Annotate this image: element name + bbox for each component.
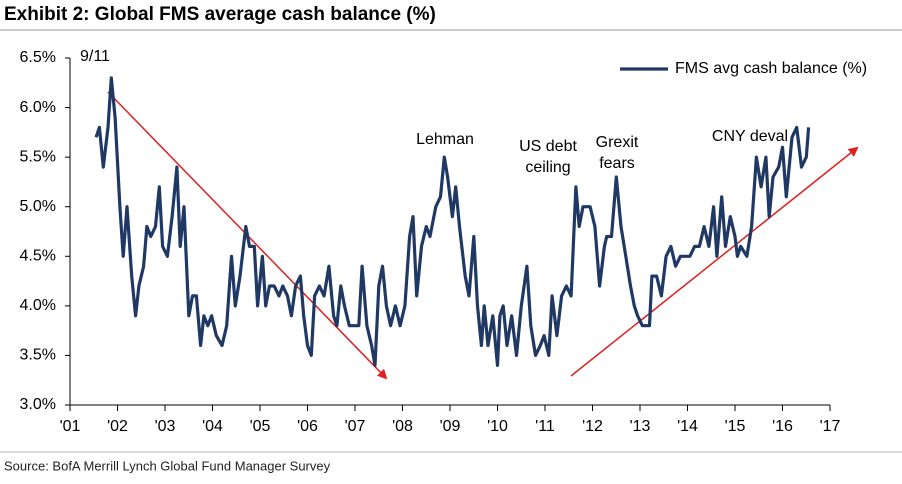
x-tick-label: '17	[820, 418, 841, 435]
source: Source: BofA Merrill Lynch Global Fund M…	[4, 458, 331, 473]
x-tick-label: '09	[440, 418, 461, 435]
y-tick-label: 4.5%	[20, 248, 56, 265]
x-tick-label: '08	[392, 418, 413, 435]
data-line	[94, 76, 811, 367]
x-tick-label: '02	[107, 418, 128, 435]
annotation: Lehman	[416, 131, 474, 148]
y-tick-label: 5.5%	[20, 148, 56, 165]
x-tick-label: '14	[677, 418, 698, 435]
x-tick-label: '05	[250, 418, 271, 435]
x-tick-label: '11	[535, 418, 555, 435]
annotation: ceiling	[525, 159, 570, 176]
annotation: Grexit	[596, 134, 639, 151]
chart-title: Exhibit 2: Global FMS average cash balan…	[4, 4, 436, 25]
x-tick-label: '01	[60, 418, 81, 435]
y-tick-label: 3.5%	[20, 347, 56, 364]
x-tick-label: '03	[155, 418, 176, 435]
x-tick-label: '12	[582, 418, 603, 435]
annotation: US debt	[519, 138, 577, 155]
y-tick-label: 6.5%	[20, 49, 56, 66]
x-tick-label: '16	[772, 418, 793, 435]
x-tick-label: '15	[725, 418, 746, 435]
x-tick-label: '10	[487, 418, 508, 435]
x-tick-label: '06	[297, 418, 318, 435]
annotation: 9/11	[80, 48, 110, 65]
y-tick-label: 3.0%	[20, 396, 56, 413]
x-tick-label: '13	[630, 418, 651, 435]
x-tick-label: '04	[202, 418, 223, 435]
legend-label: FMS avg cash balance (%)	[675, 60, 867, 77]
y-tick-label: 5.0%	[20, 198, 56, 215]
annotation: CNY deval	[712, 128, 788, 145]
annotation: fears	[599, 155, 635, 172]
y-tick-label: 6.0%	[20, 99, 56, 116]
trend-arrow	[570, 146, 859, 377]
x-tick-label: '07	[345, 418, 366, 435]
y-tick-label: 4.0%	[20, 297, 56, 314]
